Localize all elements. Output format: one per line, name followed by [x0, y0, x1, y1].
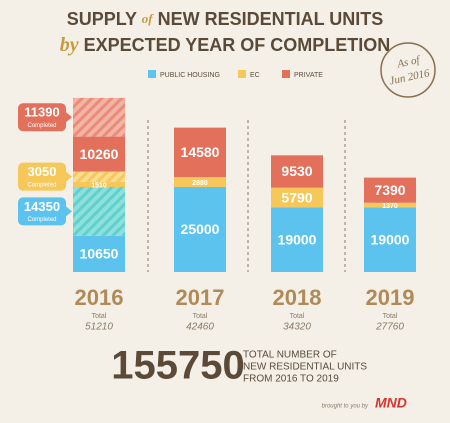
value-label: 9530 [281, 163, 312, 179]
callout-value: 3050 [28, 164, 57, 179]
bar-segment [271, 207, 323, 272]
value-label: 1370 [382, 203, 398, 210]
callout-pointer [66, 206, 72, 217]
total-value: 34320 [283, 322, 311, 333]
callout-label: Completed [27, 182, 56, 188]
stamp-line1: As of [395, 54, 422, 71]
bar-segment [73, 136, 125, 172]
value-label: 25000 [181, 221, 220, 237]
callout [18, 197, 66, 226]
bar-segment [271, 155, 323, 188]
callout-label: Completed [27, 123, 56, 129]
stamp [380, 42, 436, 98]
bar-segment [364, 207, 416, 272]
callout-label: Completed [27, 217, 56, 223]
bar-segment [271, 187, 323, 208]
bar-segment [73, 181, 125, 187]
category-label: 2017 [176, 285, 225, 310]
callout-pointer [66, 171, 72, 182]
logo: MND [375, 395, 407, 411]
title-line1: SUPPLY of NEW RESIDENTIAL UNITS [67, 9, 384, 29]
bar-segment [364, 177, 416, 203]
title-line2: by EXPECTED YEAR OF COMPLETION [60, 34, 391, 56]
total-value: 42460 [186, 322, 214, 333]
value-label: 2880 [192, 180, 208, 187]
bar-segment [364, 202, 416, 208]
category-label: 2018 [273, 285, 322, 310]
plot: 10650 14350 Completed 1510 3050 Completed 1026… [18, 97, 416, 333]
bar-segment [174, 177, 226, 187]
completed-segment [73, 171, 125, 182]
callout-pointer [66, 112, 72, 123]
callout [18, 162, 66, 191]
value-label: 5790 [281, 189, 312, 205]
total-value: 27760 [375, 322, 404, 333]
value-label: 19000 [278, 231, 317, 247]
callout-value: 14350 [24, 199, 60, 214]
legend-label: PUBLIC HOUSING [160, 72, 220, 79]
grand-total-caption: NEW RESIDENTIAL UNITS [243, 362, 367, 373]
value-label: 14580 [181, 144, 220, 160]
grand-total-caption: TOTAL NUMBER OF [243, 350, 337, 361]
total-label: Total [290, 313, 305, 320]
category-label: 2016 [75, 285, 124, 310]
value-label: 1510 [91, 182, 107, 189]
grand-total-caption: FROM 2016 TO 2019 [243, 374, 339, 385]
value-label: 10260 [80, 146, 119, 162]
completed-segment [73, 97, 125, 137]
grand-total: 155750 [111, 344, 244, 388]
bar-segment [174, 127, 226, 178]
bar-segment [174, 187, 226, 272]
value-label: 19000 [371, 231, 410, 247]
value-label: 10650 [80, 246, 119, 262]
completed-segment [73, 187, 125, 236]
total-label: Total [193, 313, 208, 320]
callout-value: 11390 [24, 105, 59, 120]
legend-label: PRIVATE [294, 72, 323, 79]
total-label: Total [92, 313, 107, 320]
total-label: Total [383, 313, 398, 320]
category-label: 2019 [366, 285, 415, 310]
credit: brought to you by [322, 404, 369, 410]
callout [18, 103, 66, 132]
value-label: 7390 [374, 182, 405, 198]
legend: PUBLIC HOUSING EC PRIVATE [148, 70, 323, 79]
legend-swatch [282, 70, 290, 78]
legend-label: EC [250, 72, 260, 79]
total-value: 51210 [85, 322, 113, 333]
bar-segment [73, 235, 125, 272]
legend-swatch [238, 70, 246, 78]
legend-swatch [148, 70, 156, 78]
